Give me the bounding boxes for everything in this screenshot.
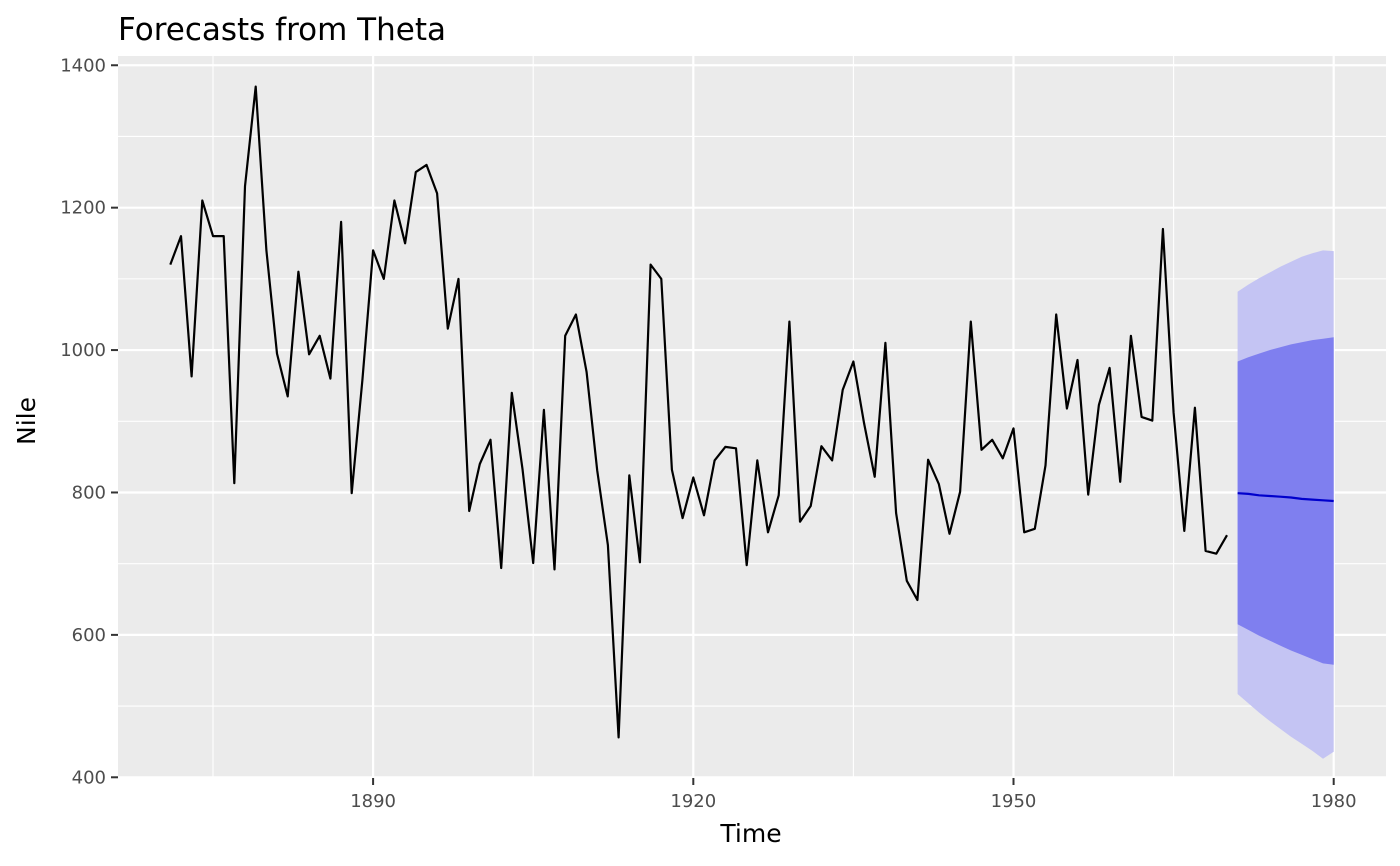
y-axis-title: Nile [12,397,41,445]
forecast-line [1237,492,1334,503]
y-tick-label: 800 [72,482,106,503]
y-tick-label: 1000 [60,340,106,361]
series-lines [169,85,1334,739]
y-tick-label: 400 [72,767,106,788]
x-axis-title: Time [719,819,781,848]
x-tick-label: 1920 [670,791,716,812]
pi-band-80 [1237,337,1334,665]
x-tick-label: 1950 [991,791,1037,812]
chart-title: Forecasts from Theta [118,12,446,48]
y-tick-label: 600 [72,625,106,646]
observed-series-line [169,85,1228,739]
prediction-intervals [1237,250,1334,759]
major-gridlines [118,56,1386,779]
axis-tick-labels: 1890 1920 1950 1980 400 600 800 1000 1200 1400 [60,55,1356,812]
y-tick-label: 1400 [60,55,106,76]
axis-ticks [111,64,1335,785]
x-tick-label: 1890 [350,791,396,812]
y-tick-label: 1200 [60,198,106,219]
x-tick-label: 1980 [1311,791,1357,812]
